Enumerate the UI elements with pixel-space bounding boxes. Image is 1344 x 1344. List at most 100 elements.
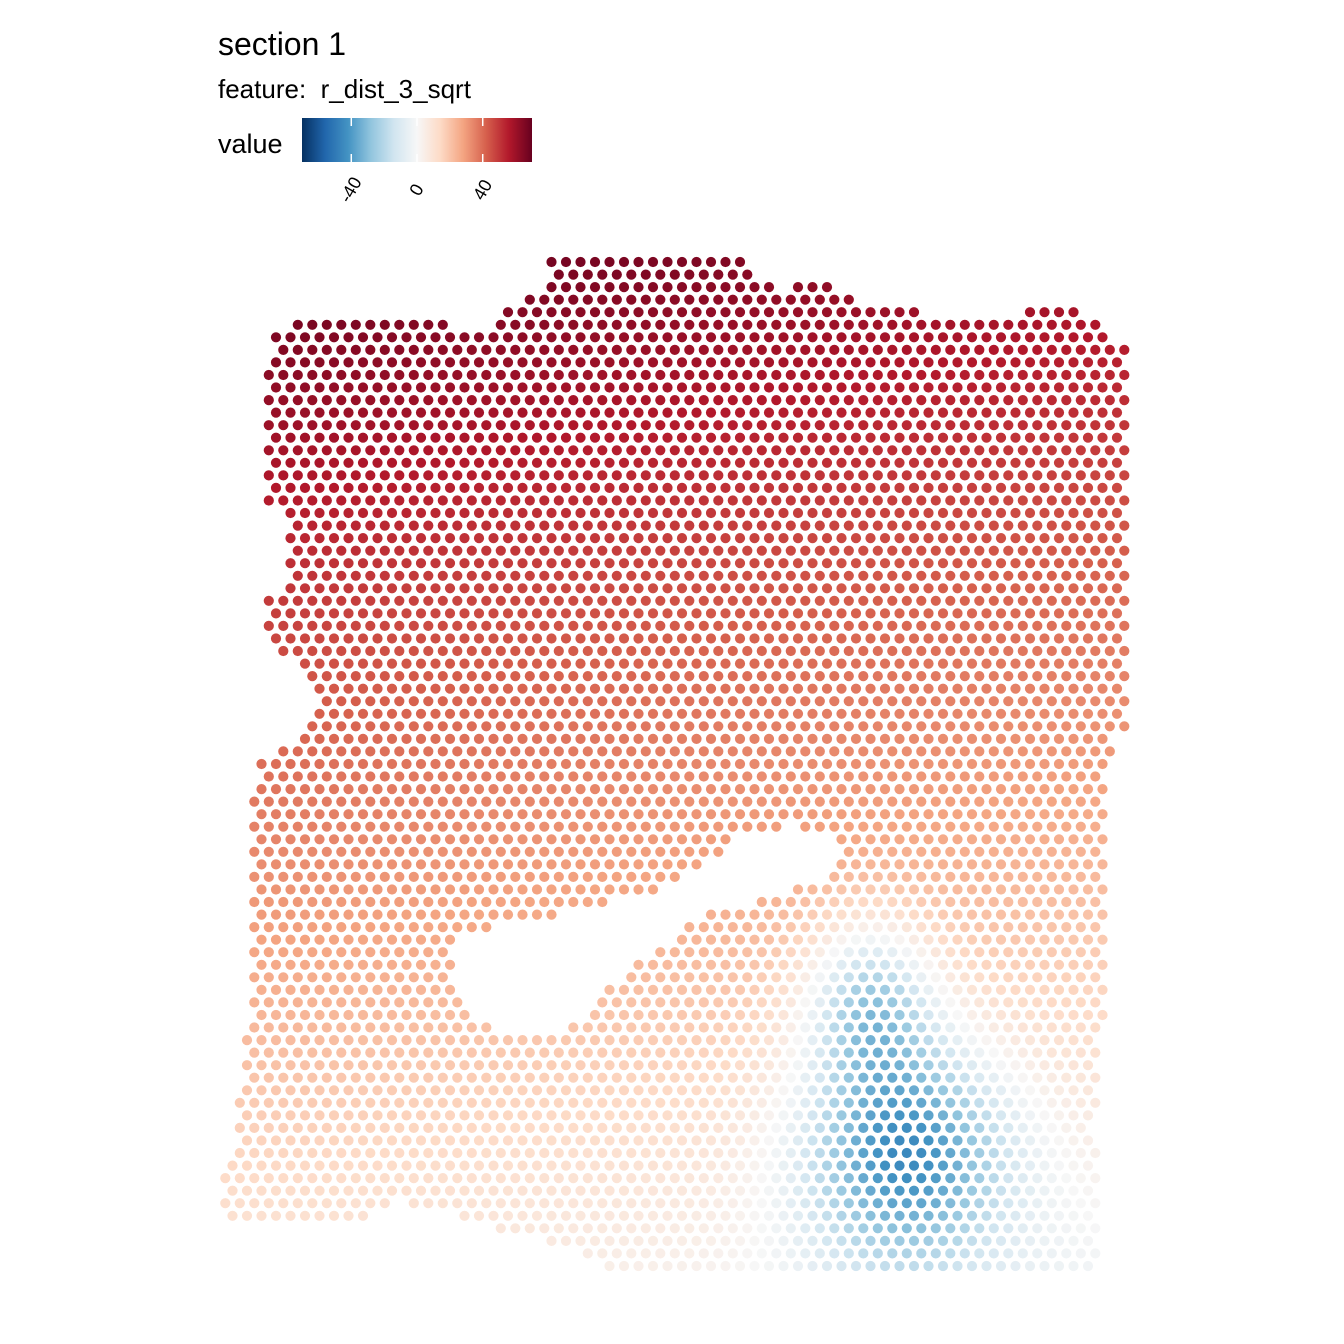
spot-point (843, 671, 854, 682)
spot-point (459, 1210, 470, 1221)
spot-point (452, 1072, 463, 1083)
spot-point (365, 495, 376, 506)
spot-point (676, 859, 688, 870)
spot-point (771, 369, 782, 381)
spot-point (575, 658, 586, 669)
spot-point (1017, 922, 1028, 933)
spot-point (589, 432, 601, 443)
spot-point (843, 620, 854, 632)
spot-point (459, 432, 470, 443)
spot-point (966, 1110, 978, 1121)
spot-point (553, 821, 564, 832)
spot-point (350, 997, 361, 1008)
spot-point (604, 1035, 615, 1046)
spot-point (321, 319, 332, 330)
spot-point (937, 1060, 949, 1071)
spot-point (756, 445, 767, 456)
spot-point (611, 294, 622, 305)
spot-point (684, 620, 695, 632)
spot-point (524, 1072, 535, 1083)
spot-point (560, 1160, 572, 1171)
spot-point (1024, 482, 1036, 493)
spot-point (995, 959, 1007, 970)
spot-point (444, 784, 456, 795)
spot-point (604, 809, 615, 820)
spot-point (263, 846, 274, 857)
spot-point (386, 507, 398, 519)
spot-point (756, 922, 767, 933)
spot-point (952, 1085, 963, 1096)
spot-point (452, 445, 463, 456)
spot-point (401, 1160, 412, 1171)
spot-point (394, 746, 405, 757)
spot-point (292, 746, 303, 757)
spot-point (814, 796, 825, 807)
spot-point (408, 1097, 419, 1108)
spot-point (611, 1097, 622, 1108)
spot-point (655, 696, 666, 707)
spot-point (698, 1097, 709, 1108)
spot-point (974, 1122, 985, 1133)
spot-point (1082, 357, 1094, 368)
spot-point (394, 369, 405, 381)
spot-point (423, 620, 434, 632)
spot-point (343, 608, 354, 619)
spot-point (981, 332, 992, 343)
spot-point (299, 1085, 311, 1096)
spot-point (1039, 633, 1050, 644)
spot-point (307, 545, 318, 556)
spot-point (662, 382, 673, 393)
spot-point (865, 884, 876, 895)
spot-point (299, 633, 311, 644)
spot-point (408, 821, 419, 832)
spot-point (394, 1173, 405, 1184)
spot-point (553, 696, 564, 707)
spot-point (365, 771, 376, 782)
spot-point (1104, 445, 1115, 456)
spot-point (734, 507, 746, 519)
spot-point (836, 558, 847, 569)
spot-point (836, 1085, 847, 1096)
spot-point (481, 746, 492, 757)
spot-point (444, 683, 456, 694)
spot-point (879, 1009, 891, 1021)
spot-point (1032, 746, 1043, 757)
spot-point (684, 1122, 695, 1133)
spot-point (278, 972, 289, 983)
spot-point (981, 708, 992, 719)
spot-point (531, 1185, 543, 1196)
spot-point (314, 784, 325, 795)
spot-point (517, 1110, 528, 1121)
spot-point (408, 470, 419, 481)
spot-point (633, 1060, 644, 1071)
spot-point (655, 771, 666, 782)
spot-point (227, 1160, 238, 1171)
spot-point (343, 533, 354, 544)
spot-point (604, 1235, 615, 1246)
spot-point (1017, 445, 1028, 456)
spot-point (669, 1147, 680, 1159)
spot-point (560, 457, 572, 468)
spot-point (423, 746, 434, 757)
spot-point (1024, 432, 1036, 443)
spot-point (531, 608, 543, 619)
spot-point (669, 420, 680, 431)
spot-point (350, 721, 361, 732)
spot-point (459, 758, 470, 770)
spot-point (481, 520, 492, 531)
spot-point (850, 809, 862, 820)
spot-point (1119, 344, 1130, 355)
spot-point (843, 972, 854, 983)
spot-point (502, 1110, 514, 1121)
spot-point (785, 896, 796, 908)
spot-point (865, 959, 876, 970)
spot-point (263, 1147, 274, 1159)
spot-point (1090, 972, 1101, 983)
spot-point (742, 1122, 753, 1133)
spot-point (959, 1147, 970, 1159)
spot-point (386, 332, 398, 343)
spot-point (734, 733, 746, 745)
spot-point (705, 1185, 717, 1196)
spot-point (589, 1085, 601, 1096)
